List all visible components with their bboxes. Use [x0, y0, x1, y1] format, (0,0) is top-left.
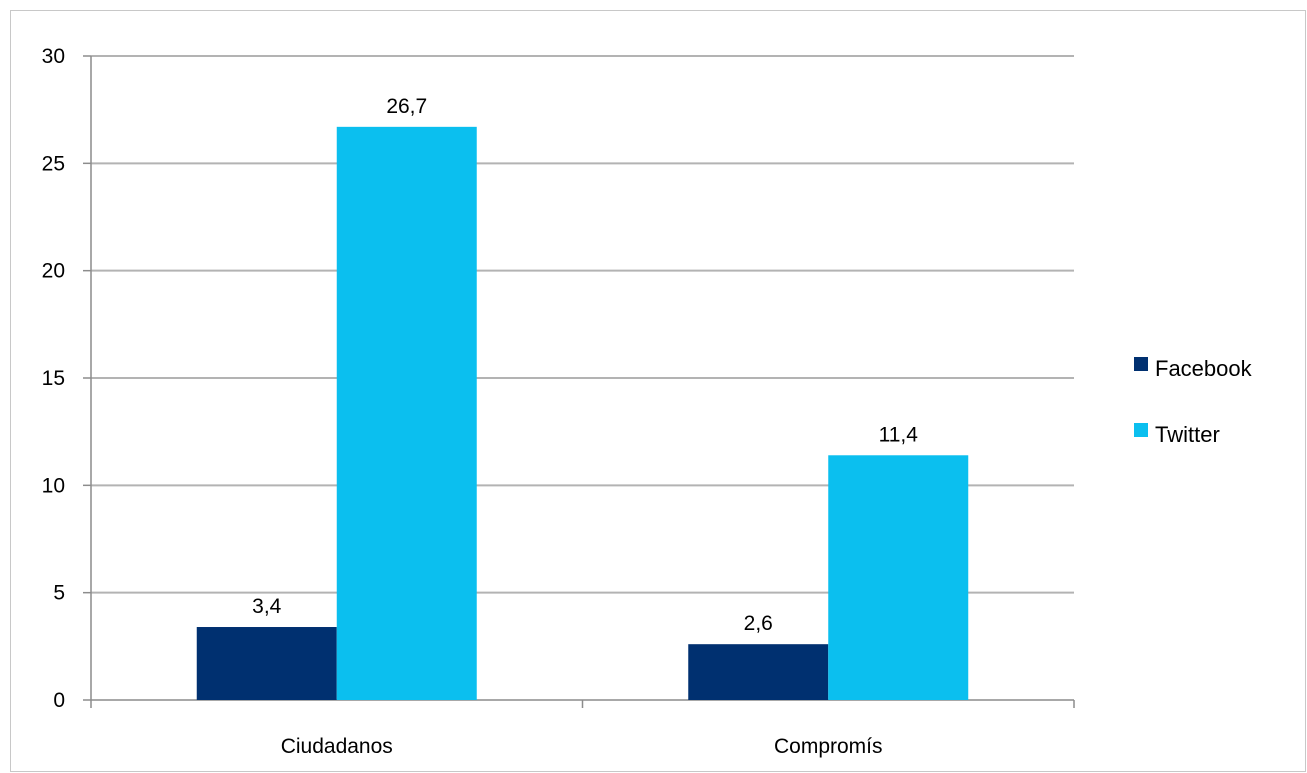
y-tick-label: 25	[42, 152, 65, 175]
bar-twitter-compromís	[828, 455, 969, 700]
x-category-label: Compromís	[774, 735, 883, 758]
y-tick-label: 10	[42, 474, 65, 497]
data-label: 26,7	[386, 95, 427, 118]
data-label: 3,4	[252, 595, 282, 618]
legend: Facebook Twitter	[1134, 356, 1253, 447]
data-label: 11,4	[879, 423, 919, 446]
data-label: 2,6	[744, 612, 773, 635]
bar-facebook-ciudadanos	[196, 627, 337, 700]
y-tick-label: 15	[42, 367, 65, 390]
y-tick-label: 0	[53, 689, 65, 712]
legend-swatch-facebook	[1134, 357, 1148, 371]
legend-label-facebook: Facebook	[1155, 356, 1253, 381]
legend-label-twitter: Twitter	[1155, 422, 1220, 447]
legend-swatch-twitter	[1134, 423, 1148, 437]
x-category-label: Ciudadanos	[281, 735, 393, 758]
bar-facebook-compromís	[688, 644, 829, 700]
bar-twitter-ciudadanos	[336, 126, 477, 701]
axes: 0 5 10 15 20 25 30 Ciudadanos Compromís	[42, 45, 1075, 758]
y-tick-label: 20	[42, 260, 65, 283]
data-labels: 3,4 26,7 2,6 11,4	[252, 95, 918, 635]
bars	[196, 126, 969, 701]
y-tick-label: 5	[53, 582, 65, 605]
y-tick-label: 30	[42, 45, 65, 68]
